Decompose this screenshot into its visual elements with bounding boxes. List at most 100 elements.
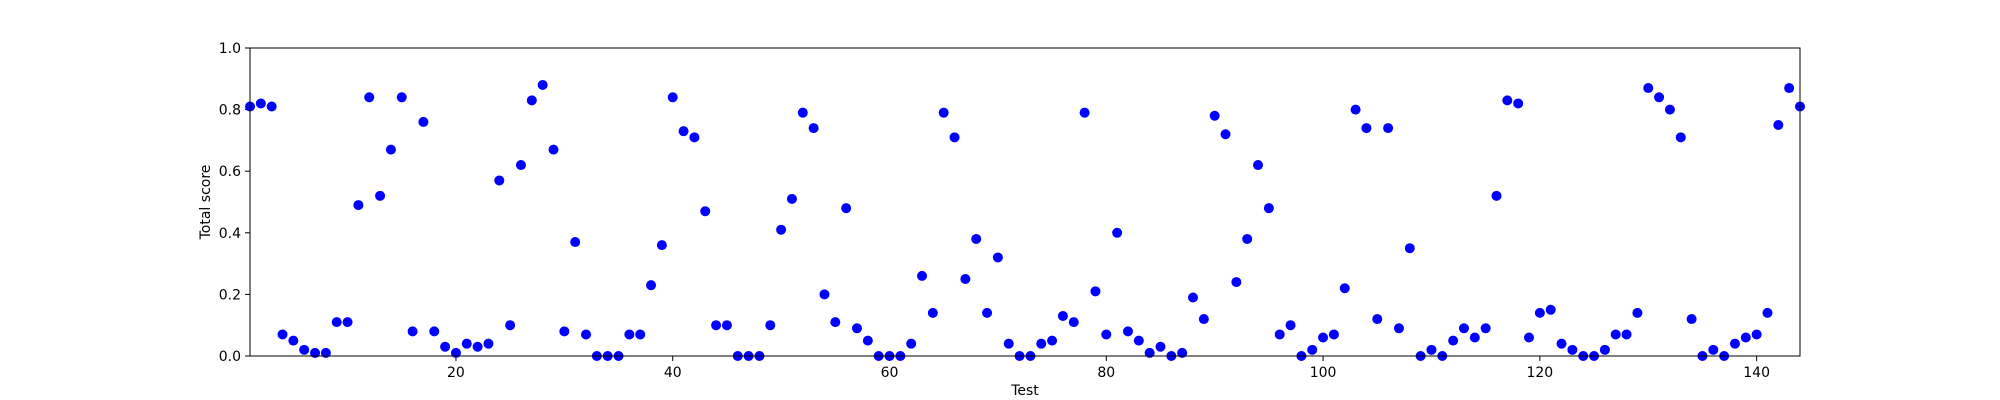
data-point [1621,329,1632,340]
y-tick-label: 0.6 [219,164,241,180]
data-point [1502,95,1513,106]
data-point [646,280,657,291]
data-point [581,329,592,340]
data-point [1361,123,1372,134]
data-point [407,326,418,337]
data-point [1675,132,1686,143]
data-point [1339,283,1350,294]
x-tick-label: 20 [447,365,465,381]
data-point [906,338,917,349]
data-point [808,123,819,134]
data-point [1263,203,1274,214]
data-point [1383,123,1394,134]
data-point [537,79,548,90]
data-point [786,193,797,204]
data-point [255,98,266,109]
data-point [776,224,787,235]
data-point [635,329,646,340]
data-point [375,190,386,201]
data-point [678,126,689,137]
data-point [938,107,949,118]
x-tick-label: 80 [1097,365,1115,381]
data-point [570,237,581,248]
data-point [1122,326,1133,337]
data-point [1404,243,1415,254]
data-point [1177,347,1188,358]
data-point [450,347,461,358]
data-point [1133,335,1144,346]
data-point [1285,320,1296,331]
data-point [1643,83,1654,94]
data-point [1729,338,1740,349]
data-points [245,79,1805,361]
data-point [1610,329,1621,340]
y-axis-ticks: 0.0 0.2 0.4 0.6 0.8 1.0 [219,41,250,365]
data-point [515,160,526,171]
x-tick-label: 140 [1743,365,1770,381]
data-point [1220,129,1231,140]
x-tick-label: 120 [1526,365,1553,381]
data-point [288,335,299,346]
data-point [667,92,678,103]
y-tick-label: 0.2 [219,287,241,303]
data-point [320,347,331,358]
data-point [656,240,667,251]
data-point [1469,332,1480,343]
data-point [526,95,537,106]
data-point [494,175,505,186]
data-point [1751,329,1762,340]
data-point [982,307,993,318]
data-point [548,144,559,155]
data-point [483,338,494,349]
data-point [1524,332,1535,343]
data-point [830,317,841,328]
data-point [1112,227,1123,238]
x-axis-label: Test [1010,383,1039,399]
y-tick-label: 0.8 [219,103,241,119]
data-point [1155,341,1166,352]
data-point [1491,190,1502,201]
data-point [299,344,310,355]
data-point [1784,83,1795,94]
data-point [1274,329,1285,340]
y-tick-label: 1.0 [219,41,241,57]
data-point [353,200,364,211]
data-point [1090,286,1101,297]
data-point [700,206,711,217]
data-point [711,320,722,331]
data-point [559,326,570,337]
data-point [819,289,830,300]
data-point [1599,344,1610,355]
data-point [1068,317,1079,328]
data-point [385,144,396,155]
data-point [1426,344,1437,355]
data-point [624,329,635,340]
data-point [1318,332,1329,343]
y-tick-label: 0.0 [219,349,241,365]
data-point [1328,329,1339,340]
x-axis-ticks: 20 40 60 80 100 120 140 [447,356,1770,381]
data-point [461,338,472,349]
data-point [505,320,516,331]
data-point [1686,314,1697,325]
data-point [841,203,852,214]
data-point [1773,120,1784,130]
data-point [1372,314,1383,325]
data-point [1003,338,1014,349]
data-point [1664,104,1675,115]
data-point [310,347,321,358]
data-point [1534,307,1545,318]
y-axis-label: Total score [198,165,214,241]
y-tick-label: 0.4 [219,226,241,242]
data-point [797,107,808,118]
data-point [472,341,483,352]
data-point [862,335,873,346]
data-point [689,132,700,143]
data-point [1036,338,1047,349]
data-point [1231,277,1242,288]
x-tick-label: 60 [881,365,899,381]
data-point [917,270,928,281]
data-point [277,329,288,340]
data-point [1654,92,1665,103]
